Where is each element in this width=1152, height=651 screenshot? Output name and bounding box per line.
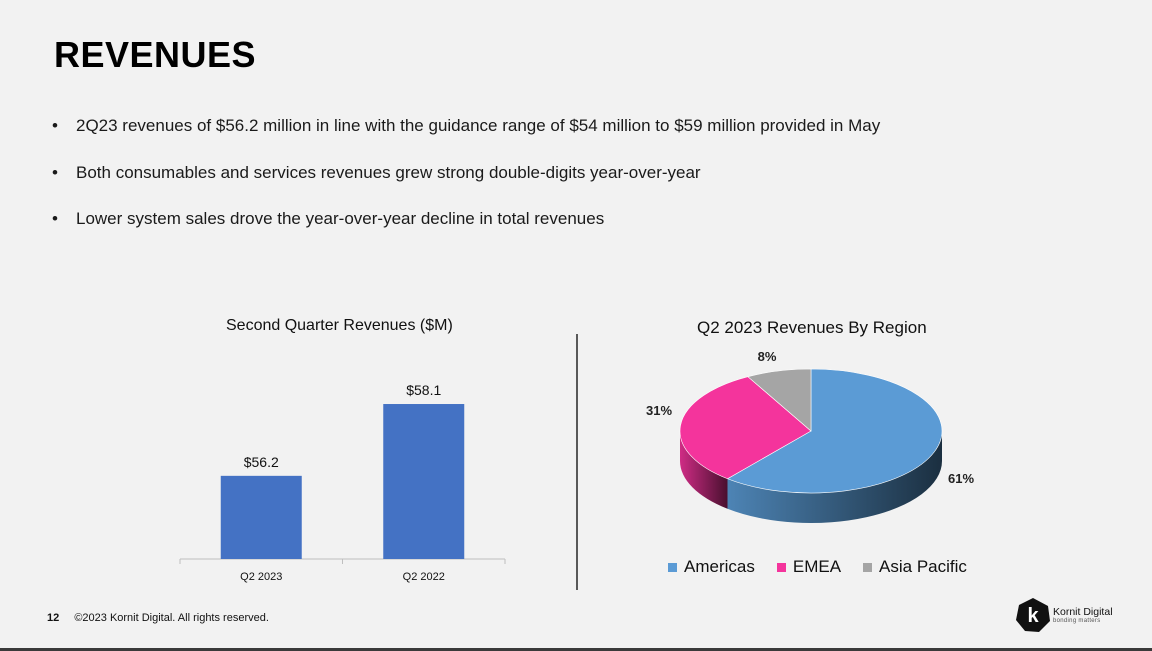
bullet-icon: • — [52, 162, 58, 182]
bar-data-label: $58.1 — [406, 382, 441, 398]
legend-swatch-asia-pacific — [863, 562, 873, 572]
bar-category-label: Q2 2023 — [240, 571, 282, 583]
bullet-text: Both consumables and services revenues g… — [76, 162, 701, 182]
legend-swatch-americas — [668, 562, 677, 572]
bullet-item: • 2Q23 revenues of $56.2 million in line… — [52, 112, 1052, 159]
slide-title: REVENUES — [54, 34, 257, 75]
kornit-logo-icon: k — [1016, 598, 1050, 632]
bullet-icon: • — [52, 209, 58, 228]
kornit-logo: k Kornit Digital bonding matters — [1015, 597, 1125, 633]
bullet-item: • Lower system sales drove the year-over… — [52, 205, 1052, 252]
pie-slice-side — [727, 431, 942, 523]
legend-swatch-emea — [776, 562, 786, 572]
logo-tagline: bonding matters — [1053, 618, 1101, 624]
bullet-text: 2Q23 revenues of $56.2 million in line w… — [76, 116, 881, 135]
bar-chart: $56.2 Q2 2023 $58.1 Q2 2022 — [179, 382, 506, 583]
pie-data-label: 8% — [758, 349, 777, 364]
bar — [383, 404, 465, 559]
pie-slice — [726, 368, 943, 494]
legend-label: Americas — [684, 557, 755, 576]
bullet-text: Lower system sales drove the year-over-y… — [76, 209, 605, 228]
pie-chart: 61% 31% 8% — [646, 349, 974, 523]
legend-item-emea: EMEA — [776, 557, 842, 577]
chart-divider — [576, 334, 578, 590]
pie-data-label: 61% — [948, 471, 974, 486]
legend-item-americas: Americas — [668, 557, 755, 577]
pie-slice — [747, 368, 812, 432]
bottom-rule — [0, 648, 1152, 651]
legend-label: Asia Pacific — [879, 557, 967, 576]
footer: 12 ©2023 Kornit Digital. All rights rese… — [47, 612, 269, 624]
logo-letter: k — [1027, 605, 1039, 627]
logo-name: Kornit Digital — [1053, 606, 1113, 618]
bar-chart-title: Second Quarter Revenues ($M) — [226, 317, 453, 334]
bullet-item: • Both consumables and services revenues… — [52, 159, 1052, 206]
legend-item-asia-pacific: Asia Pacific — [863, 557, 967, 577]
pie-legend: Americas EMEA Asia Pacific — [668, 557, 967, 577]
pie-data-label: 31% — [646, 403, 672, 418]
bullet-list: • 2Q23 revenues of $56.2 million in line… — [52, 112, 1052, 252]
bullet-icon: • — [52, 116, 58, 135]
page-number: 12 — [47, 612, 60, 624]
bar-category-label: Q2 2022 — [403, 571, 445, 583]
legend-label: EMEA — [792, 557, 842, 576]
bar-data-label: $56.2 — [244, 454, 279, 470]
bar — [220, 475, 302, 559]
copyright-text: ©2023 Kornit Digital. All rights reserve… — [74, 612, 269, 624]
pie-slice — [679, 376, 812, 480]
pie-chart-title: Q2 2023 Revenues By Region — [697, 318, 927, 337]
pie-slice-side — [680, 431, 728, 509]
